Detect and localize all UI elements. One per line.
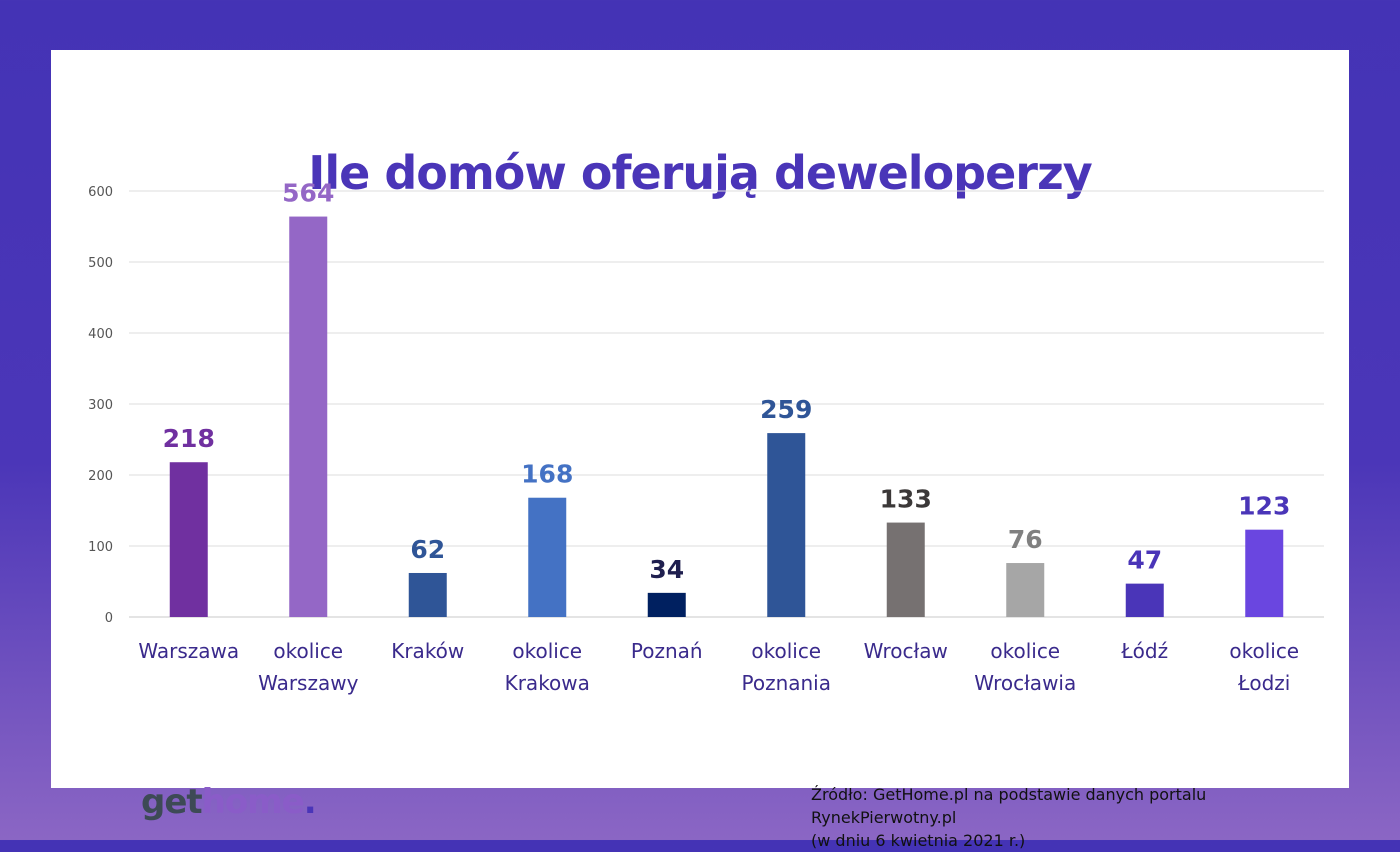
- bar: [1125, 583, 1164, 617]
- category-label: okolice: [990, 639, 1060, 663]
- category-label: Łodzi: [1237, 671, 1290, 695]
- chart-card: Ile domów oferują deweloperzy 0 100 200 300…: [51, 50, 1349, 850]
- data-label: 62: [410, 535, 445, 564]
- bar: [528, 497, 567, 617]
- data-label: 564: [282, 179, 334, 208]
- bar: [169, 462, 208, 617]
- source-line-1: Źródło: GetHome.pl na podstawie danych p…: [811, 785, 1207, 827]
- source-line-2: (w dniu 6 kwietnia 2021 r.): [811, 831, 1026, 850]
- data-label: 259: [760, 395, 812, 424]
- category-label: Kraków: [391, 639, 464, 663]
- data-label: 47: [1127, 546, 1162, 575]
- y-tick-label: 0: [105, 611, 113, 626]
- category-label: Warszawy: [258, 671, 359, 695]
- y-tick-label: 400: [88, 327, 113, 342]
- category-label: Poznań: [631, 639, 703, 663]
- data-label: 76: [1008, 525, 1043, 554]
- data-label: 133: [880, 485, 932, 514]
- y-tick-label: 100: [88, 540, 113, 555]
- source-note: Źródło: GetHome.pl na podstawie danych p…: [811, 783, 1349, 852]
- bar: [289, 216, 328, 617]
- bar: [408, 572, 447, 617]
- gethome-logo: gethome.: [141, 782, 317, 822]
- category-label: Warszawa: [138, 639, 239, 663]
- y-tick-label: 600: [88, 185, 113, 200]
- y-tick-label: 200: [88, 469, 113, 484]
- bar: [1006, 563, 1045, 617]
- bar-chart: 0 100 200 300 400 500 600 218 Warszawa 564 okolice…: [88, 179, 1324, 695]
- data-label: 168: [521, 460, 573, 489]
- category-label: Krakowa: [505, 671, 590, 695]
- y-tick-label: 500: [88, 256, 113, 271]
- category-label: okolice: [512, 639, 582, 663]
- category-label: Poznania: [741, 671, 831, 695]
- category-label: Łódź: [1120, 639, 1168, 663]
- category-label: okolice: [273, 639, 343, 663]
- bar: [1245, 529, 1284, 617]
- data-label: 34: [649, 555, 684, 584]
- category-label: okolice: [1229, 639, 1299, 663]
- data-label: 123: [1238, 492, 1290, 521]
- category-label: okolice: [751, 639, 821, 663]
- data-label: 218: [163, 424, 215, 453]
- category-label: Wrocławia: [974, 671, 1076, 695]
- bar: [886, 522, 925, 617]
- bar: [767, 433, 806, 617]
- bar: [647, 592, 686, 617]
- y-tick-label: 300: [88, 398, 113, 413]
- category-label: Wrocław: [864, 639, 948, 663]
